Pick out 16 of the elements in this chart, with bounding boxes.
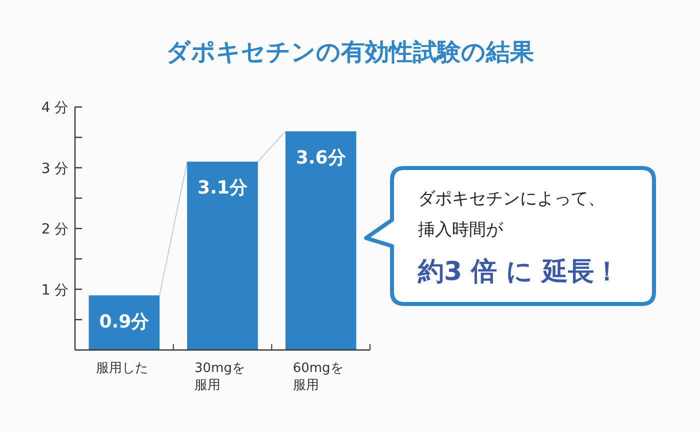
data-label: 3.6分 bbox=[296, 147, 347, 168]
data-label: 3.1分 bbox=[198, 178, 248, 199]
y-tick-label: 1 分 bbox=[41, 282, 69, 298]
text: 約3 倍 に 延長！ bbox=[417, 257, 620, 287]
x-tick-label: 服用した bbox=[96, 361, 148, 376]
text: ダポキセチンによって、 bbox=[418, 189, 605, 209]
x-tick-label: 60mgを服用 bbox=[292, 361, 344, 393]
bar bbox=[187, 162, 258, 350]
y-tick-label: 3 分 bbox=[41, 160, 69, 177]
y-tick-label: 2 分 bbox=[41, 222, 69, 238]
text: 挿入時間が bbox=[418, 220, 504, 240]
chart-title: ダポキセチンの有効性試験の結果 bbox=[166, 38, 534, 66]
data-label: 0.9分 bbox=[99, 311, 150, 332]
y-tick-label: 4 分 bbox=[41, 100, 69, 116]
x-tick-label: 30mgを服用 bbox=[194, 361, 245, 393]
bar bbox=[285, 131, 356, 350]
